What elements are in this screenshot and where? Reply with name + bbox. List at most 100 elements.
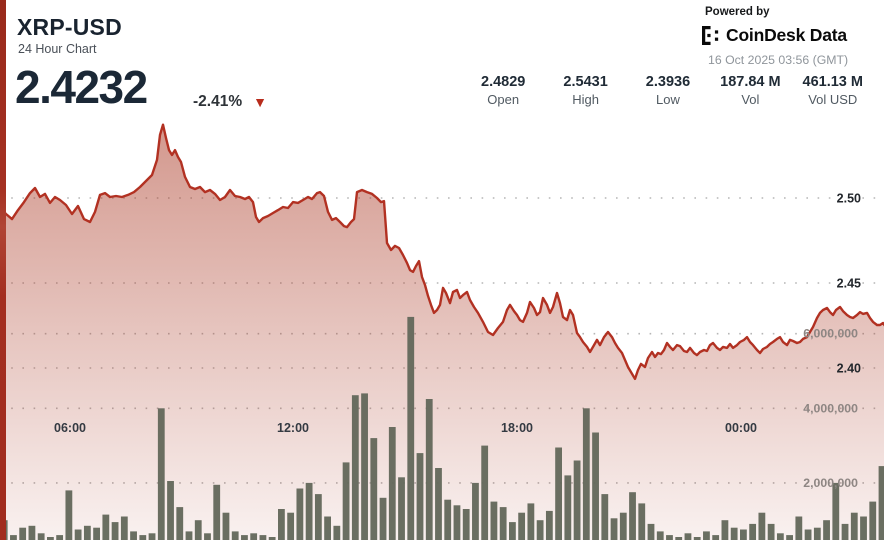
volume-bar bbox=[776, 533, 784, 540]
volume-bar bbox=[610, 518, 618, 540]
volume-bar bbox=[351, 395, 359, 540]
volume-bar bbox=[407, 316, 415, 540]
stat-volume-usd: 461.13 M Vol USD bbox=[792, 74, 874, 107]
volume-bar bbox=[10, 535, 17, 540]
volume-bar bbox=[176, 507, 184, 540]
volume-bar bbox=[869, 501, 877, 540]
volume-bar bbox=[398, 477, 405, 540]
volume-bar bbox=[758, 512, 766, 540]
volume-bar bbox=[416, 453, 424, 540]
volume-bar bbox=[832, 482, 840, 540]
volume-bar bbox=[287, 512, 295, 540]
volume-bar bbox=[545, 510, 553, 540]
volume-bar bbox=[28, 525, 36, 540]
coindesk-brand[interactable]: CoinDesk Data bbox=[702, 25, 847, 46]
stat-value: 2.5431 bbox=[563, 74, 608, 90]
volume-bar bbox=[231, 531, 239, 540]
volume-bar bbox=[194, 520, 202, 540]
stat-value: 2.3936 bbox=[645, 74, 691, 90]
volume-bar bbox=[83, 525, 91, 540]
volume-bar bbox=[749, 523, 757, 540]
chart-subtitle: 24 Hour Chart bbox=[18, 42, 97, 56]
volume-bar bbox=[629, 492, 636, 540]
volume-axis-label: 2,000,000 bbox=[803, 476, 858, 490]
stat-volume: 187.84 M Vol bbox=[709, 74, 791, 107]
volume-bar bbox=[222, 512, 230, 540]
volume-bar bbox=[139, 535, 147, 540]
volume-bar bbox=[573, 460, 581, 540]
volume-bar bbox=[120, 516, 128, 540]
volume-bar bbox=[703, 531, 710, 540]
volume-bar bbox=[148, 533, 156, 540]
price-axis-label: 2.40 bbox=[837, 362, 861, 376]
volume-bar bbox=[638, 503, 646, 540]
volume-bar bbox=[675, 537, 683, 540]
volume-bar bbox=[592, 432, 599, 540]
volume-bar bbox=[490, 501, 498, 540]
stat-open: 2.4829 Open bbox=[462, 74, 544, 107]
powered-by-label: Powered by bbox=[705, 6, 770, 18]
volume-bar bbox=[453, 505, 461, 540]
volume-bar bbox=[167, 481, 174, 540]
volume-bar bbox=[342, 462, 350, 540]
volume-bar bbox=[860, 516, 867, 540]
stat-label: High bbox=[572, 92, 599, 107]
volume-bar bbox=[388, 427, 396, 540]
volume-bar bbox=[582, 408, 590, 540]
volume-bar bbox=[786, 535, 793, 540]
volume-bar bbox=[813, 527, 821, 540]
volume-bar bbox=[804, 529, 812, 540]
brand-name: CoinDesk Data bbox=[726, 25, 847, 45]
volume-axis-label: 6,000,000 bbox=[803, 327, 858, 341]
volume-bar bbox=[509, 522, 516, 540]
stat-high: 2.5431 High bbox=[544, 74, 626, 107]
time-axis-label: 18:00 bbox=[501, 421, 533, 435]
card-gap bbox=[884, 0, 887, 540]
timestamp: 16 Oct 2025 03:56 (GMT) bbox=[708, 53, 849, 67]
volume-bar bbox=[324, 516, 331, 540]
volume-bar bbox=[850, 512, 858, 540]
stat-label: Vol USD bbox=[808, 92, 858, 107]
volume-bar bbox=[65, 490, 73, 540]
volume-bar bbox=[878, 466, 884, 540]
volume-bar bbox=[823, 520, 830, 540]
volume-bar bbox=[841, 523, 849, 540]
volume-bar bbox=[601, 494, 609, 540]
volume-bar bbox=[666, 535, 673, 540]
volume-bar bbox=[481, 445, 489, 540]
down-arrow-icon: ▼ bbox=[253, 94, 267, 110]
volume-bar bbox=[333, 525, 341, 540]
volume-bar bbox=[37, 533, 45, 540]
price-axis-label: 2.50 bbox=[837, 192, 861, 206]
volume-bar bbox=[93, 527, 100, 540]
volume-bar bbox=[278, 509, 285, 540]
adjacent-card-edge[interactable] bbox=[0, 0, 6, 540]
volume-bar bbox=[314, 494, 322, 540]
price-area bbox=[0, 124, 884, 540]
volume-axis-label: 4,000,000 bbox=[803, 401, 858, 415]
stats-row: 2.4829 Open 2.5431 High 2.3936 Low 187.8… bbox=[462, 74, 874, 107]
volume-bar bbox=[379, 497, 387, 540]
volume-bar bbox=[130, 531, 137, 540]
volume-bar bbox=[361, 393, 368, 540]
stat-low: 2.3936 Low bbox=[627, 74, 709, 107]
volume-bar bbox=[518, 512, 526, 540]
volume-bar bbox=[499, 507, 507, 540]
volume-bar bbox=[740, 529, 747, 540]
volume-bar bbox=[56, 535, 64, 540]
volume-bar bbox=[647, 523, 655, 540]
volume-bar bbox=[619, 512, 627, 540]
volume-bar bbox=[296, 488, 304, 540]
stat-value: 2.4829 bbox=[481, 74, 526, 90]
stat-value: 461.13 M bbox=[802, 74, 863, 90]
volume-bar bbox=[185, 531, 193, 540]
volume-bar bbox=[425, 399, 433, 540]
stat-label: Vol bbox=[741, 92, 760, 107]
volume-bar bbox=[370, 438, 378, 540]
volume-bar bbox=[656, 531, 664, 540]
volume-bar bbox=[435, 468, 442, 540]
volume-bar bbox=[684, 533, 692, 540]
volume-bar bbox=[462, 509, 470, 540]
time-axis-label: 12:00 bbox=[277, 421, 309, 435]
page-title: XRP-USD bbox=[17, 14, 122, 40]
